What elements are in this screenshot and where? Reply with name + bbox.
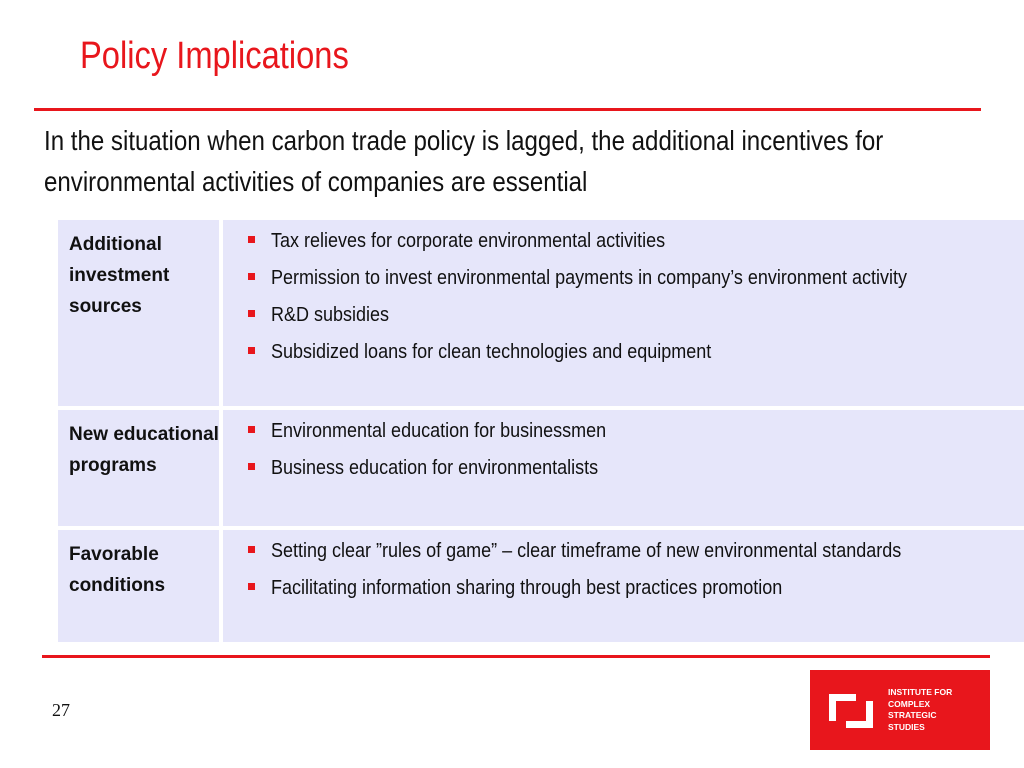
- list-item-text: Subsidized loans for clean technologies …: [271, 341, 712, 363]
- list-item: Business education for environmentalists: [223, 453, 1024, 484]
- list-item-text: Permission to invest environmental payme…: [271, 267, 907, 289]
- table-row: Favorable conditions Setting clear ”rule…: [58, 530, 1024, 642]
- row-label-cell: Favorable conditions: [58, 530, 223, 642]
- list-item: Environmental education for businessmen: [223, 416, 1024, 447]
- square-bullet-icon: [248, 546, 255, 553]
- list-item-text: Setting clear ”rules of game” – clear ti…: [271, 540, 902, 562]
- list-item: Permission to invest environmental payme…: [223, 263, 1024, 294]
- bullet-list: Setting clear ”rules of game” – clear ti…: [223, 536, 1024, 604]
- logo-line: INSTITUTE FOR: [888, 687, 953, 697]
- row-label: Additional investment sources: [69, 234, 170, 317]
- logo-text: INSTITUTE FOR COMPLEX STRATEGIC STUDIES: [888, 687, 952, 733]
- row-items-cell: Setting clear ”rules of game” – clear ti…: [223, 530, 1024, 642]
- bullet-list: Environmental education for businessmen …: [223, 416, 1024, 484]
- row-items-cell: Tax relieves for corporate environmental…: [223, 220, 1024, 410]
- bullet-list: Tax relieves for corporate environmental…: [223, 226, 1024, 368]
- table-row: Additional investment sources Tax reliev…: [58, 220, 1024, 410]
- list-item-text: Tax relieves for corporate environmental…: [271, 230, 666, 252]
- title-divider: [34, 108, 981, 111]
- square-bullet-icon: [248, 236, 255, 243]
- page-number: 27: [52, 700, 70, 720]
- list-item-text: R&D subsidies: [271, 304, 390, 326]
- institute-logo-mark-icon: [829, 694, 873, 728]
- list-item-text: Environmental education for businessmen: [271, 420, 607, 442]
- list-item: Setting clear ”rules of game” – clear ti…: [223, 536, 1024, 567]
- policy-table: Additional investment sources Tax reliev…: [58, 220, 1024, 642]
- list-item: R&D subsidies: [223, 300, 1024, 331]
- row-label: New educational programs: [69, 424, 219, 476]
- footer-divider: [42, 655, 990, 658]
- slide-title: Policy Implications: [80, 35, 349, 77]
- table-row: New educational programs Environmental e…: [58, 410, 1024, 530]
- list-item: Tax relieves for corporate environmental…: [223, 226, 1024, 257]
- row-label-cell: New educational programs: [58, 410, 223, 530]
- list-item: Facilitating information sharing through…: [223, 573, 1024, 604]
- row-label-cell: Additional investment sources: [58, 220, 223, 410]
- institute-logo: INSTITUTE FOR COMPLEX STRATEGIC STUDIES: [810, 670, 990, 750]
- square-bullet-icon: [248, 310, 255, 317]
- logo-line: COMPLEX: [888, 698, 931, 709]
- logo-line: STRATEGIC: [888, 710, 937, 720]
- list-item: Subsidized loans for clean technologies …: [223, 337, 1024, 368]
- square-bullet-icon: [248, 273, 255, 280]
- square-bullet-icon: [248, 583, 255, 590]
- square-bullet-icon: [248, 347, 255, 354]
- list-item-text: Facilitating information sharing through…: [271, 577, 783, 599]
- logo-line: STUDIES: [888, 721, 925, 732]
- square-bullet-icon: [248, 426, 255, 433]
- list-item-text: Business education for environmentalists: [271, 457, 599, 479]
- row-items-cell: Environmental education for businessmen …: [223, 410, 1024, 530]
- lead-statement: In the situation when carbon trade polic…: [44, 125, 884, 197]
- square-bullet-icon: [248, 463, 255, 470]
- row-label: Favorable conditions: [69, 544, 166, 596]
